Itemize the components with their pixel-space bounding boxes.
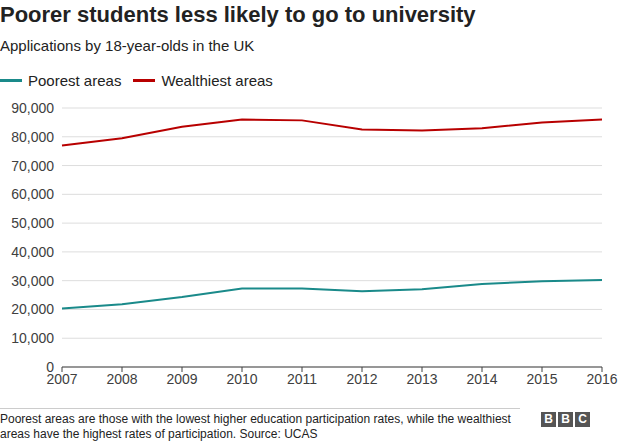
html-text:Wealthiest areas: Wealthiest areas [161, 72, 273, 89]
svg-text:2014: 2014 [466, 371, 497, 387]
svg-text:90,000: 90,000 [11, 100, 54, 116]
svg-text:2010: 2010 [226, 371, 257, 387]
svg-text:2015: 2015 [526, 371, 557, 387]
svg-text:40,000: 40,000 [11, 244, 54, 260]
svg-text:2008: 2008 [106, 371, 137, 387]
svg-text:2011: 2011 [287, 371, 317, 387]
svg-text:2012: 2012 [346, 371, 377, 387]
svg-text:50,000: 50,000 [11, 215, 54, 231]
html-text:B: B [561, 412, 570, 426]
html-text:Poorest areas: Poorest areas [28, 72, 122, 89]
html-text:C: C [578, 412, 587, 426]
svg-text:2009: 2009 [166, 371, 197, 387]
svg-text:60,000: 60,000 [11, 186, 54, 202]
svg-text:2007: 2007 [46, 370, 78, 387]
html-text:Applications by 18-year-olds i: Applications by 18-year-olds in the UK [0, 37, 255, 54]
svg-text:2013: 2013 [406, 371, 437, 387]
html-text:B: B [544, 412, 553, 426]
svg-text:70,000: 70,000 [11, 158, 54, 174]
svg-text:0: 0 [46, 359, 54, 375]
html-text:Poorer students less likely to: Poorer students less likely to go to uni… [0, 2, 476, 27]
svg-text:80,000: 80,000 [11, 129, 54, 145]
svg-text:2016: 2016 [586, 371, 616, 387]
svg-text:20,000: 20,000 [11, 301, 54, 317]
svg-text:10,000: 10,000 [11, 330, 54, 346]
svg-text:30,000: 30,000 [11, 273, 54, 289]
html-text:Poorest areas are those with t: Poorest areas are those with the lowest … [0, 412, 511, 441]
